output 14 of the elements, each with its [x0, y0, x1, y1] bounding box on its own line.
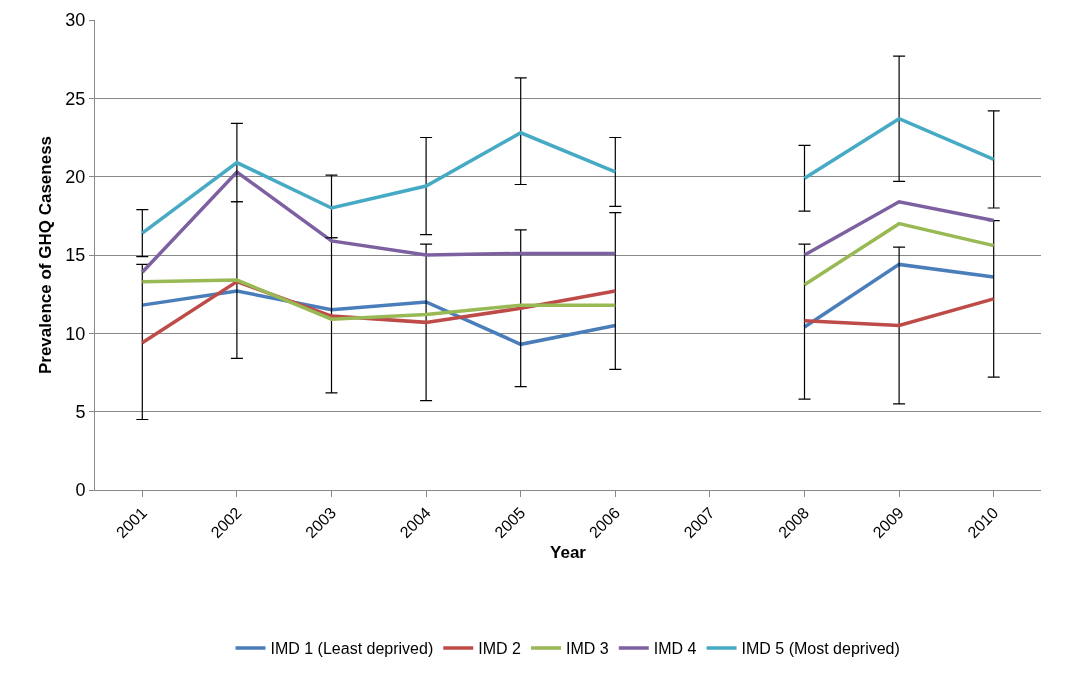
- y-tick-label: 10: [65, 323, 86, 344]
- y-tick-label: 20: [65, 166, 86, 187]
- x-axis-title: Year: [550, 543, 587, 563]
- legend-label: IMD 3: [566, 640, 609, 658]
- y-tick-label: 25: [65, 88, 86, 109]
- y-tick-label: 15: [65, 245, 86, 266]
- y-tick-label: 0: [75, 480, 86, 501]
- legend-label: IMD 5 (Most deprived): [741, 640, 900, 658]
- y-tick-label: 5: [75, 401, 86, 422]
- legend-label: IMD 2: [478, 640, 522, 658]
- legend-label: IMD 1 (Least deprived): [270, 640, 434, 658]
- y-tick-label: 30: [65, 10, 86, 31]
- y-axis-title: Prevalence of GHQ Caseness: [36, 135, 55, 375]
- legend-label: IMD 4: [653, 640, 697, 658]
